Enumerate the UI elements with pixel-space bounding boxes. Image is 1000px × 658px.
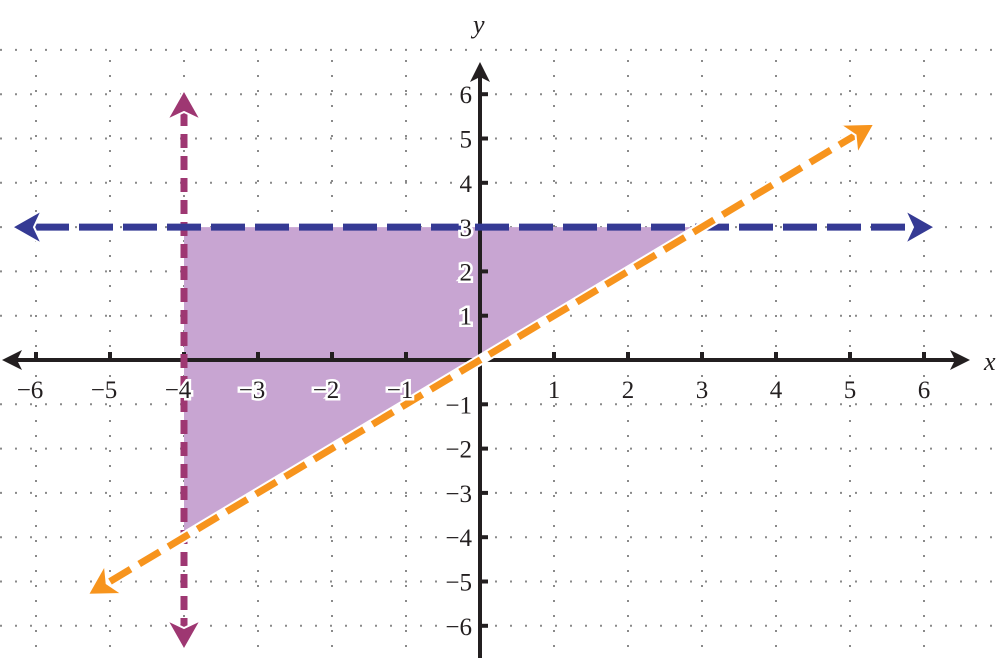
x-axis-label: x	[983, 347, 996, 376]
y-tick-label: 3	[460, 215, 473, 242]
y-tick-label: 4	[460, 171, 473, 198]
x-tick-label: 1	[548, 377, 561, 404]
boundary-lines	[9, 87, 938, 653]
arrow-up	[164, 87, 204, 123]
y-tick-label: 5	[460, 127, 473, 154]
x-tick-label: 6	[918, 377, 931, 404]
y-tick-label: 1	[460, 304, 473, 331]
y-tick-label: 6	[460, 82, 473, 109]
x-axis-arrow-left	[2, 350, 22, 370]
x-tick-label: −1	[387, 377, 414, 404]
x-axis-arrow-right	[950, 350, 970, 370]
arrow-up-right-head	[836, 122, 877, 158]
arrow-down-left-head	[86, 561, 126, 596]
arrow-down-left	[86, 561, 126, 596]
arrow-right	[902, 207, 938, 247]
y-tick-label: −5	[445, 570, 472, 597]
x-tick-label: 3	[696, 377, 709, 404]
x-tick-label: 4	[770, 377, 783, 404]
y-axis-arrow-up	[470, 62, 490, 82]
x-tick-label: 5	[844, 377, 857, 404]
arrow-up-head	[164, 87, 204, 123]
y-tick-label: −4	[445, 525, 472, 552]
grid	[0, 48, 1000, 658]
x-tick-label: −5	[91, 377, 118, 404]
y-tick-label: −6	[445, 614, 472, 641]
y-tick-label: −1	[445, 392, 472, 419]
x-tick-label: −4	[165, 377, 192, 404]
y-axis-label: y	[470, 10, 485, 39]
y-tick-label: −2	[445, 437, 472, 464]
x-tick-label: −3	[239, 377, 266, 404]
line-y-equals-x	[108, 131, 860, 585]
arrow-right-head	[902, 207, 938, 247]
tick-labels: −6 −5 −4 −3 −2 −1 1 2 3 4 5 6 6 5 4 3 2 1 −1 −2 −3 −4 −5 −6	[14, 80, 933, 644]
arrow-up-right	[836, 122, 877, 158]
y-tick-label: −3	[445, 481, 472, 508]
arrow-down-head	[164, 617, 204, 653]
y-tick-label: 2	[460, 259, 473, 286]
x-tick-label: 2	[622, 377, 635, 404]
arrow-left	[9, 207, 45, 247]
arrow-left-head	[9, 207, 45, 247]
x-tick-label: −6	[17, 377, 44, 404]
x-tick-label: −2	[313, 377, 340, 404]
arrow-down	[164, 617, 204, 653]
